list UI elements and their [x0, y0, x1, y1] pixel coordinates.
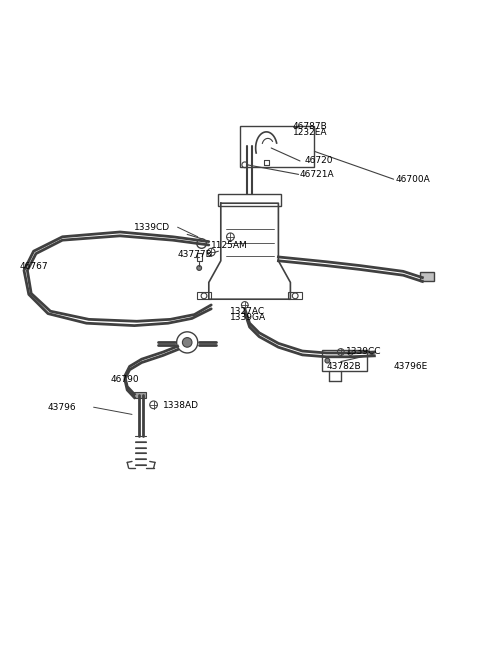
Text: 1339GA: 1339GA [230, 313, 266, 322]
Bar [288, 292, 302, 299]
Bar [218, 194, 281, 205]
Text: 1339CD: 1339CD [134, 222, 170, 232]
Bar [322, 350, 367, 371]
Text: 46767: 46767 [19, 262, 48, 271]
Bar [240, 127, 314, 167]
Text: 1232EA: 1232EA [293, 128, 327, 136]
Circle shape [182, 338, 192, 347]
Text: 46721A: 46721A [300, 170, 335, 179]
Text: 43796E: 43796E [394, 362, 428, 371]
Circle shape [325, 358, 330, 363]
Text: 43777B: 43777B [178, 249, 212, 258]
Text: 46720: 46720 [305, 157, 333, 165]
Text: 46700A: 46700A [396, 174, 431, 184]
Text: 46790: 46790 [110, 375, 139, 384]
Bar [197, 253, 202, 261]
Text: 1327AC: 1327AC [230, 307, 265, 316]
Bar [134, 392, 146, 398]
Text: 46787B: 46787B [293, 122, 327, 131]
Text: 43782B: 43782B [326, 362, 361, 371]
Bar [197, 292, 211, 299]
Circle shape [197, 266, 202, 270]
Bar [420, 272, 434, 281]
Text: 1339CC: 1339CC [346, 348, 381, 356]
Text: 1125AM: 1125AM [211, 241, 248, 250]
Text: 43796: 43796 [48, 403, 77, 412]
Text: 1338AD: 1338AD [163, 401, 199, 410]
